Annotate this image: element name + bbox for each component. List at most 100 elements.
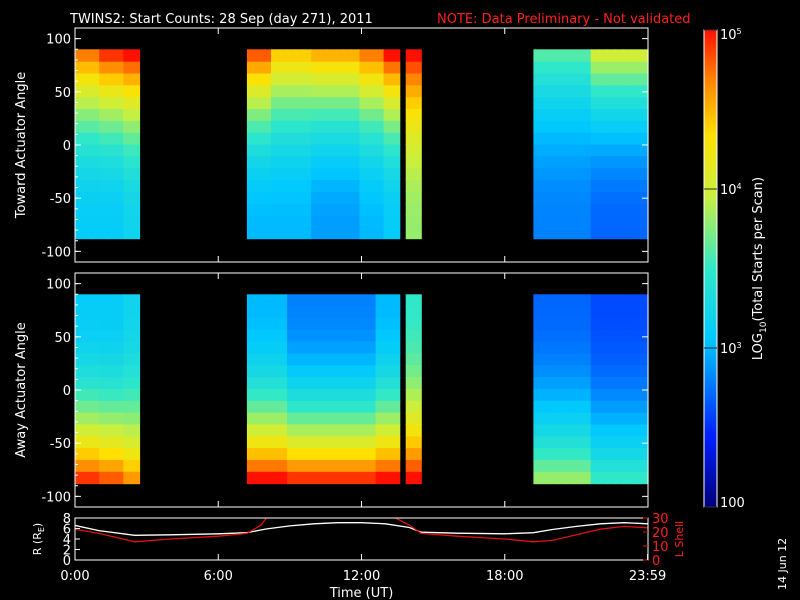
heat-cell bbox=[598, 412, 608, 425]
heat-cell bbox=[351, 96, 360, 109]
heat-cell bbox=[99, 191, 108, 204]
heat-cell bbox=[115, 388, 124, 402]
heat-cell bbox=[623, 388, 633, 402]
heat-cell bbox=[391, 341, 401, 354]
heat-cell bbox=[123, 471, 132, 485]
heat-cell bbox=[246, 96, 256, 109]
toward-heatmap-panel: 100 50 0 -50 -100 Toward Actuator Angle bbox=[14, 27, 649, 263]
heat-cell bbox=[375, 294, 385, 307]
heat-cell bbox=[533, 377, 543, 390]
heat-cell bbox=[367, 226, 377, 240]
heat-cell bbox=[623, 226, 633, 240]
heat-cell bbox=[75, 72, 84, 86]
heat-cell bbox=[413, 471, 422, 485]
heat-cell bbox=[327, 306, 336, 319]
heat-cell bbox=[279, 226, 288, 240]
heat-cell bbox=[631, 306, 641, 319]
heat-cell bbox=[107, 388, 116, 402]
r-line bbox=[75, 522, 648, 536]
heat-cell bbox=[335, 448, 344, 461]
heat-cell bbox=[631, 436, 641, 449]
heat-cell bbox=[254, 226, 264, 240]
heat-cell bbox=[549, 377, 559, 390]
heat-cell bbox=[566, 120, 575, 133]
heat-cell bbox=[287, 132, 296, 145]
heat-cell bbox=[607, 203, 616, 216]
heat-cell bbox=[91, 400, 100, 414]
heat-cell bbox=[367, 412, 377, 425]
heat-cell bbox=[254, 294, 264, 307]
heat-cell bbox=[590, 49, 600, 62]
heat-cell bbox=[319, 341, 328, 354]
heat-cell bbox=[123, 388, 132, 402]
heat-cell bbox=[582, 49, 592, 62]
heat-cell bbox=[405, 84, 415, 98]
heat-cell bbox=[107, 400, 116, 414]
heat-cell bbox=[295, 132, 304, 145]
heat-cell bbox=[287, 167, 296, 180]
heat-cell bbox=[391, 365, 401, 378]
heat-cell bbox=[607, 377, 616, 390]
heat-cell bbox=[311, 84, 320, 98]
heat-cell bbox=[541, 388, 551, 402]
heat-cell bbox=[343, 341, 352, 354]
heat-cell bbox=[558, 61, 567, 74]
heat-cell bbox=[287, 329, 296, 343]
heat-cell bbox=[115, 49, 124, 62]
heat-cell bbox=[631, 120, 641, 133]
heat-cell bbox=[541, 120, 551, 133]
heat-cell bbox=[287, 377, 296, 390]
heat-cell bbox=[107, 424, 116, 437]
heat-cell bbox=[303, 203, 312, 216]
heat-cell bbox=[123, 226, 132, 240]
heat-cell bbox=[83, 341, 92, 354]
heat-cell bbox=[615, 167, 625, 180]
y-tick-label: 0 bbox=[63, 384, 71, 399]
heat-cell bbox=[303, 214, 312, 228]
heat-cell bbox=[598, 179, 608, 192]
y-tick-label-left: 2 bbox=[63, 544, 71, 559]
heat-cell bbox=[319, 365, 328, 378]
heat-cell bbox=[351, 108, 360, 121]
heat-cell bbox=[327, 132, 336, 145]
heat-cell bbox=[359, 49, 369, 62]
heat-cell bbox=[359, 61, 369, 74]
heat-cell bbox=[343, 120, 352, 133]
heat-cell bbox=[574, 294, 584, 307]
heat-cell bbox=[99, 365, 108, 378]
heat-cell bbox=[549, 365, 559, 378]
heat-cell bbox=[549, 132, 559, 145]
heat-cell bbox=[311, 317, 320, 331]
heat-cell bbox=[405, 108, 415, 121]
heat-cell bbox=[343, 191, 352, 204]
heat-cell bbox=[405, 459, 415, 473]
heat-cell bbox=[598, 365, 608, 378]
heat-cell bbox=[311, 436, 320, 449]
y-tick-label: -50 bbox=[50, 192, 71, 207]
heat-cell bbox=[279, 61, 288, 74]
heat-cell bbox=[405, 353, 415, 366]
heat-cell bbox=[91, 120, 100, 133]
heat-cell bbox=[639, 377, 649, 390]
y-axis-label: Away Actuator Angle bbox=[14, 322, 29, 457]
y-axis-label: Toward Actuator Angle bbox=[14, 72, 29, 219]
heat-cell bbox=[405, 317, 415, 331]
heat-cell bbox=[607, 341, 616, 354]
heat-cell bbox=[319, 179, 328, 192]
heat-cell bbox=[131, 203, 141, 216]
heat-cell bbox=[549, 179, 559, 192]
heat-cell bbox=[615, 471, 625, 485]
heat-cell bbox=[83, 329, 92, 343]
heat-cell bbox=[549, 306, 559, 319]
heat-cell bbox=[295, 341, 304, 354]
heat-cell bbox=[541, 226, 551, 240]
heat-cell bbox=[533, 294, 543, 307]
heat-cell bbox=[359, 84, 369, 98]
heat-cell bbox=[75, 365, 84, 378]
heat-cell bbox=[83, 84, 92, 98]
heat-cell bbox=[558, 448, 567, 461]
heat-cell bbox=[598, 459, 608, 473]
heat-cell bbox=[343, 108, 352, 121]
heat-cell bbox=[413, 329, 422, 343]
heat-cell bbox=[375, 459, 385, 473]
